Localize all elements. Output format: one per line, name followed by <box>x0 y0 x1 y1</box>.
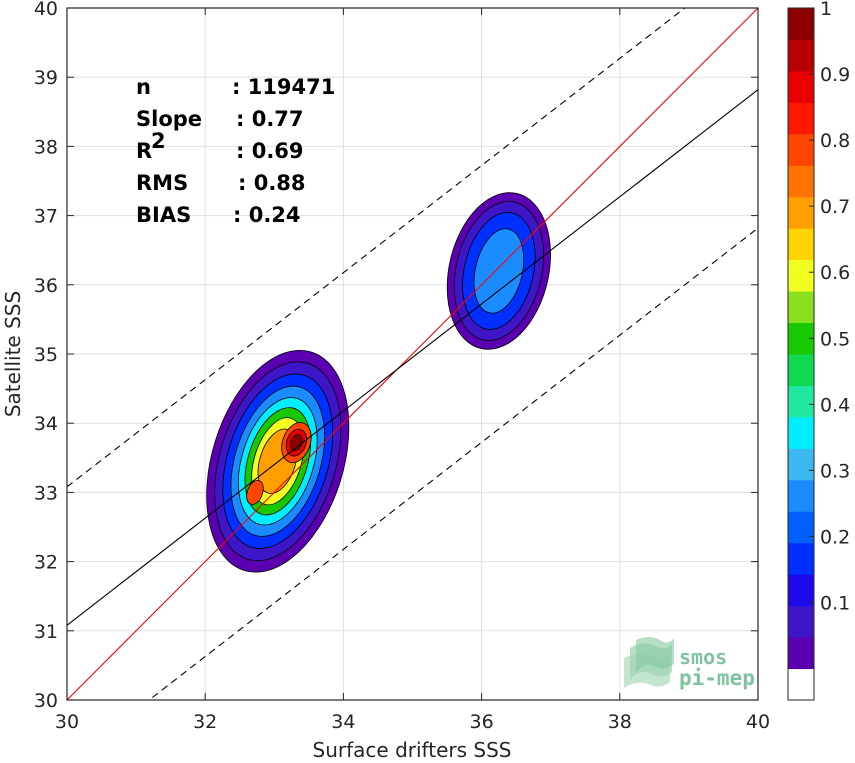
y-tick-label: 30 <box>34 690 58 712</box>
stat-label-superscript: 2 <box>151 129 166 153</box>
colorbar-segment <box>788 668 814 701</box>
x-tick-label: 30 <box>55 711 79 733</box>
stat-label: R <box>136 139 152 163</box>
y-tick-label: 38 <box>34 136 58 158</box>
y-tick-label: 39 <box>34 67 58 89</box>
x-tick-label: 40 <box>746 711 770 733</box>
x-tick-label: 36 <box>470 711 494 733</box>
colorbar-segment <box>788 259 814 292</box>
stat-value: : 119471 <box>232 75 335 99</box>
y-tick-label: 35 <box>34 344 58 366</box>
y-tick-label: 36 <box>34 275 58 297</box>
colorbar-segment <box>788 228 814 261</box>
x-tick-label: 38 <box>608 711 632 733</box>
density-contours <box>206 192 551 573</box>
colorbar-tick-label: 0.7 <box>820 196 850 218</box>
colorbar-segment <box>788 542 814 575</box>
y-tick-label: 33 <box>34 482 58 504</box>
reference-lines <box>67 8 758 700</box>
colorbar-frame <box>787 7 815 701</box>
stat-value: : 0.24 <box>233 203 301 227</box>
x-tick-label: 34 <box>331 711 355 733</box>
density-contour <box>473 228 525 314</box>
colorbar-tick-label: 0.4 <box>820 394 850 416</box>
line-identity <box>67 8 758 700</box>
colorbar-segment <box>788 196 814 229</box>
density-peak <box>246 480 264 505</box>
colorbar-segment <box>788 70 814 103</box>
colorbar-segment <box>788 605 814 638</box>
y-tick-label: 40 <box>34 0 58 20</box>
y-axis: 30 31 32 33 34 35 36 37 38 39 40 <box>34 0 758 712</box>
y-tick-label: 31 <box>34 621 58 643</box>
line-lower-bound <box>148 227 758 700</box>
colorbar-segment <box>788 511 814 544</box>
colorbar-segment <box>788 416 814 449</box>
colorbar-tick-label: 0.1 <box>820 592 850 614</box>
line-upper-bound <box>67 8 686 488</box>
colorbar-segment <box>788 133 814 166</box>
y-tick-label: 34 <box>34 413 58 435</box>
stat-label: n <box>136 75 151 99</box>
colorbar-segment <box>788 479 814 512</box>
colorbar-tick-label: 0.5 <box>820 328 850 350</box>
colorbar-segment <box>788 448 814 481</box>
colorbar: 0.1 0.2 0.3 0.4 0.5 0.6 0.7 0.8 0.9 1 <box>787 0 850 701</box>
stat-value: : 0.77 <box>236 107 304 131</box>
y-axis-label: Satellite SSS <box>1 291 25 417</box>
logo-line1: smos <box>679 645 727 669</box>
colorbar-segment <box>788 8 814 40</box>
colorbar-segment <box>788 354 814 386</box>
colorbar-tick-label: 0.6 <box>820 262 850 284</box>
density-cluster <box>446 192 551 350</box>
stats-box: n : 119471 Slope : 0.77 R2 : 0.69 RMS : 0.88 BIA… <box>136 75 335 227</box>
colorbar-tick-label: 0.3 <box>820 460 850 482</box>
colorbar-segment <box>788 102 814 135</box>
stat-value: : 0.88 <box>238 171 306 195</box>
colorbar-segment <box>788 165 814 198</box>
density-peak <box>290 434 303 452</box>
line-regression <box>67 89 758 626</box>
colorbar-segment <box>788 39 814 72</box>
logo-waves-icon <box>624 637 674 688</box>
y-tick-label: 32 <box>34 552 58 574</box>
stat-label: BIAS <box>136 203 191 227</box>
logo-line2: pi-mep <box>679 666 755 690</box>
colorbar-segment <box>788 574 814 607</box>
stat-label: RMS <box>136 171 188 195</box>
colorbar-segment <box>788 637 814 670</box>
colorbar-segment <box>788 291 814 324</box>
colorbar-tick-label: 1 <box>820 0 832 20</box>
colorbar-tick-label: 0.8 <box>820 130 850 152</box>
colorbar-segment <box>788 385 814 418</box>
colorbar-tick-label: 0.9 <box>820 64 850 86</box>
stat-value: : 0.69 <box>236 139 304 163</box>
x-axis: 30 32 34 36 38 40 <box>55 8 770 733</box>
stat-label: Slope <box>136 107 202 131</box>
colorbar-tick-label: 0.2 <box>820 526 850 548</box>
x-axis-label: Surface drifters SSS <box>313 738 512 762</box>
smos-pi-mep-logo: smos pi-mep <box>624 637 755 690</box>
y-tick-label: 37 <box>34 206 58 228</box>
x-tick-label: 32 <box>193 711 217 733</box>
